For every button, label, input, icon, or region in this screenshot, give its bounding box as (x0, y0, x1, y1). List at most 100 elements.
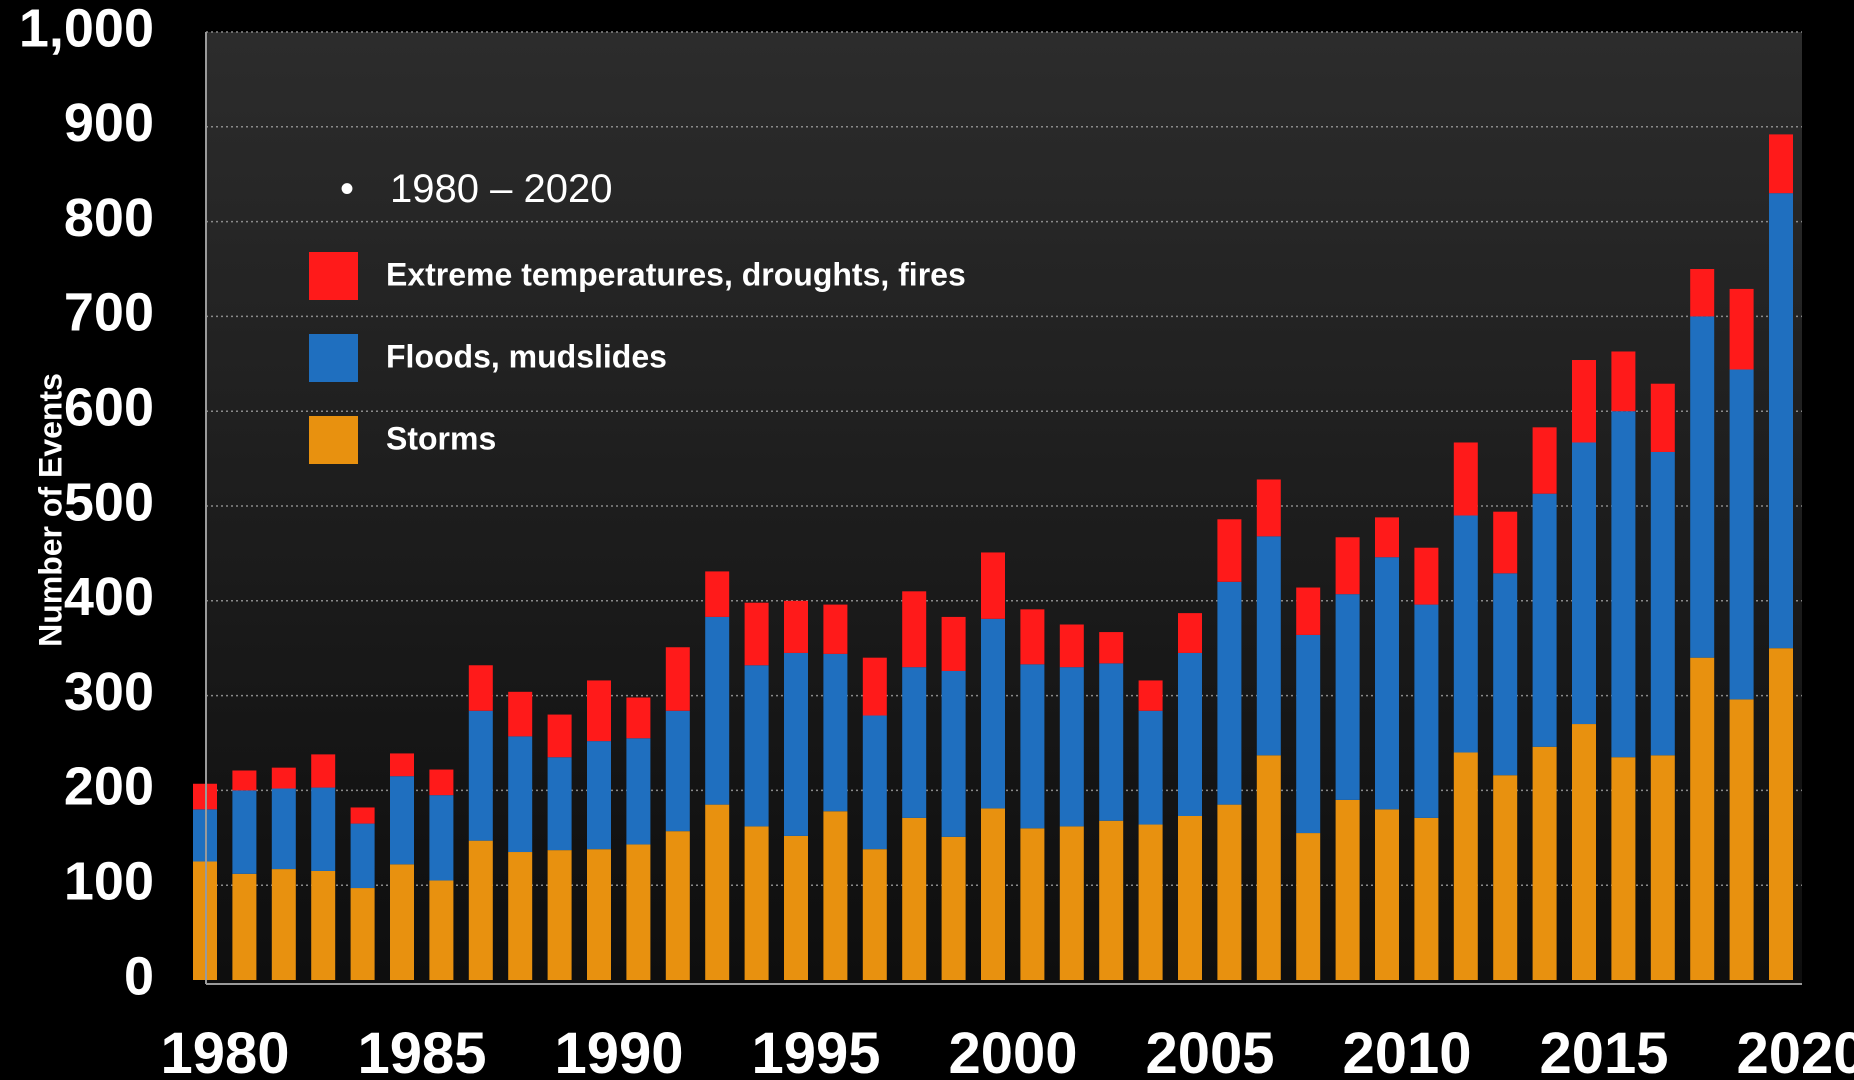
bar-extreme-temperatures-droughts-fires-2015 (1572, 360, 1596, 443)
bar-storms-1989 (547, 850, 572, 980)
bar-storms-2004 (1138, 824, 1163, 980)
bar-extreme-temperatures-droughts-fires-1999 (941, 616, 966, 671)
bar-group-2000 (981, 552, 1005, 980)
bar-storms-2007 (1256, 755, 1281, 980)
bar-floods-mudslides-1988 (508, 736, 533, 853)
bar-storms-1994 (744, 826, 769, 980)
bar-group-2017 (1650, 383, 1675, 980)
bar-floods-mudslides-2000 (981, 618, 1005, 809)
x-tick-label: 2015 (1539, 1021, 1668, 1080)
bar-group-2016 (1611, 351, 1636, 980)
bar-group-1996 (823, 604, 848, 980)
bar-extreme-temperatures-droughts-fires-1985 (390, 753, 414, 777)
bar-extreme-temperatures-droughts-fires-2008 (1296, 587, 1321, 635)
bar-group-2009 (1335, 537, 1360, 980)
bar-floods-mudslides-2012 (1453, 515, 1478, 753)
bar-group-2001 (1020, 609, 1045, 980)
bar-storms-1981 (232, 873, 257, 980)
legend-bullet: • (340, 167, 354, 211)
bar-extreme-temperatures-droughts-fires-1995 (784, 600, 808, 653)
y-tick-label: 400 (64, 567, 154, 627)
bar-group-2007 (1256, 479, 1281, 980)
bar-group-2004 (1138, 680, 1163, 980)
y-tick-label: 100 (64, 851, 154, 911)
bar-storms-1984 (350, 888, 375, 980)
x-tick-label: 2000 (948, 1021, 1077, 1080)
bar-group-1995 (784, 600, 808, 980)
bar-group-1986 (429, 769, 454, 980)
bar-storms-2015 (1572, 724, 1596, 980)
bar-floods-mudslides-1985 (390, 776, 414, 865)
bar-group-1999 (941, 616, 966, 980)
bar-floods-mudslides-1986 (429, 795, 454, 881)
bar-storms-2019 (1729, 699, 1754, 980)
bar-group-1981 (232, 770, 257, 980)
bar-group-2012 (1453, 442, 1478, 980)
bar-extreme-temperatures-droughts-fires-1983 (311, 754, 336, 788)
y-tick-label: 0 (124, 946, 154, 1006)
bar-group-1984 (350, 807, 375, 980)
legend-swatch (309, 334, 358, 382)
bar-storms-1990 (587, 849, 611, 980)
bar-extreme-temperatures-droughts-fires-1992 (665, 647, 690, 711)
bar-storms-1985 (390, 864, 414, 980)
bar-extreme-temperatures-droughts-fires-1994 (744, 602, 769, 666)
bar-group-2020 (1769, 134, 1793, 980)
y-tick-label: 300 (64, 662, 154, 722)
bar-storms-1983 (311, 870, 336, 980)
bar-storms-2000 (981, 808, 1005, 980)
legend: • 1980 – 2020 Extreme temperatures, drou… (309, 167, 966, 464)
bar-storms-1995 (784, 835, 808, 980)
bar-storms-2009 (1335, 799, 1360, 980)
bar-storms-2018 (1690, 657, 1715, 980)
bar-floods-mudslides-1984 (350, 823, 375, 889)
bar-storms-1999 (941, 836, 966, 980)
x-tick-label: 1995 (751, 1021, 880, 1080)
bar-storms-2011 (1414, 817, 1439, 980)
bar-storms-1996 (823, 811, 848, 980)
bar-extreme-temperatures-droughts-fires-1986 (429, 769, 454, 796)
bar-extreme-temperatures-droughts-fires-1989 (547, 714, 572, 758)
bar-storms-2017 (1650, 755, 1675, 980)
bar-floods-mudslides-2005 (1178, 652, 1202, 816)
x-tick-label: 2020 (1736, 1021, 1854, 1080)
bar-extreme-temperatures-droughts-fires-1996 (823, 604, 848, 654)
bar-storms-2005 (1178, 816, 1202, 980)
bar-storms-1982 (271, 869, 296, 980)
bar-storms-1993 (705, 804, 730, 980)
bar-storms-2012 (1453, 752, 1478, 980)
bar-extreme-temperatures-droughts-fires-2004 (1138, 680, 1163, 711)
bar-extreme-temperatures-droughts-fires-2016 (1611, 351, 1636, 412)
bar-group-1993 (705, 571, 730, 980)
bar-floods-mudslides-2020 (1769, 193, 1793, 649)
bar-group-2005 (1178, 613, 1202, 980)
bar-storms-2003 (1099, 820, 1124, 980)
bar-group-1991 (626, 697, 651, 980)
bar-floods-mudslides-1987 (468, 710, 493, 841)
bar-group-1983 (311, 754, 336, 980)
bar-extreme-temperatures-droughts-fires-2001 (1020, 609, 1045, 665)
bar-floods-mudslides-2018 (1690, 316, 1715, 658)
bar-extreme-temperatures-droughts-fires-2011 (1414, 547, 1439, 605)
bar-floods-mudslides-1993 (705, 616, 730, 805)
bar-group-1990 (587, 680, 611, 980)
bar-extreme-temperatures-droughts-fires-2010 (1375, 517, 1399, 558)
bar-group-2003 (1099, 632, 1124, 980)
bar-extreme-temperatures-droughts-fires-2007 (1256, 479, 1281, 537)
bar-storms-2002 (1059, 826, 1084, 980)
bar-extreme-temperatures-droughts-fires-2006 (1217, 519, 1242, 582)
bar-group-2010 (1375, 517, 1399, 980)
bar-extreme-temperatures-droughts-fires-1998 (902, 591, 927, 668)
bar-extreme-temperatures-droughts-fires-2013 (1493, 511, 1518, 574)
bar-extreme-temperatures-droughts-fires-2002 (1059, 624, 1084, 668)
bar-extreme-temperatures-droughts-fires-2018 (1690, 269, 1715, 317)
bar-floods-mudslides-2009 (1335, 594, 1360, 800)
legend-label: Storms (386, 420, 496, 456)
bar-floods-mudslides-2008 (1296, 634, 1321, 834)
bar-extreme-temperatures-droughts-fires-1981 (232, 770, 257, 791)
bars (193, 134, 1793, 980)
x-tick-label: 1980 (160, 1021, 289, 1080)
bar-extreme-temperatures-droughts-fires-1987 (468, 665, 493, 711)
bar-group-2018 (1690, 269, 1715, 980)
